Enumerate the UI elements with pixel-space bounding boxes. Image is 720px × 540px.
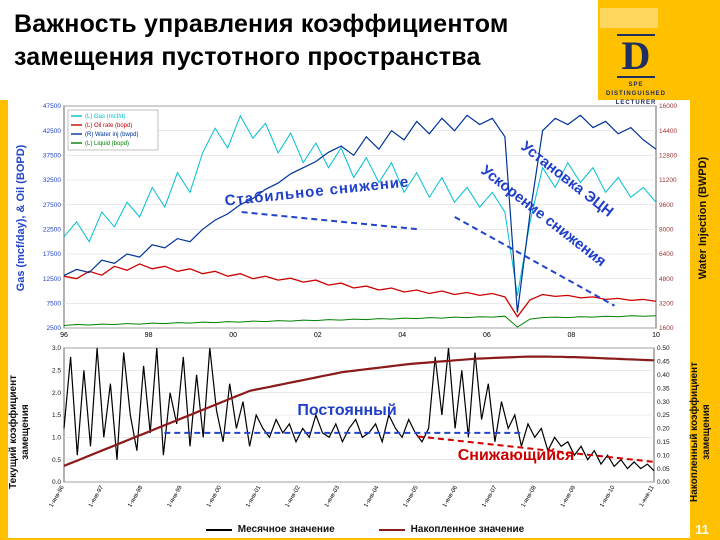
svg-text:22500: 22500 bbox=[43, 227, 61, 234]
spe-logo-caption: SPE DISTINGUISHED LECTURER bbox=[605, 82, 666, 106]
legend-monthly: Месячное значение bbox=[205, 524, 335, 535]
svg-text:11200: 11200 bbox=[659, 177, 677, 184]
top-chart-left-axis-label: Gas (mcf/day), & Oil (BOPD) bbox=[15, 144, 27, 292]
svg-text:00: 00 bbox=[229, 332, 237, 339]
svg-text:2.5: 2.5 bbox=[52, 368, 61, 375]
svg-text:0.40: 0.40 bbox=[657, 372, 670, 379]
svg-text:0.50: 0.50 bbox=[657, 345, 670, 352]
svg-text:1-янв-06: 1-янв-06 bbox=[442, 484, 459, 508]
svg-text:1-янв-03: 1-янв-03 bbox=[324, 484, 341, 508]
annotation-declining: Снижающийся bbox=[457, 447, 575, 464]
svg-text:02: 02 bbox=[314, 332, 322, 339]
svg-text:0.30: 0.30 bbox=[657, 399, 670, 406]
svg-text:1.0: 1.0 bbox=[52, 435, 61, 442]
svg-text:0.0: 0.0 bbox=[52, 479, 61, 486]
svg-text:7500: 7500 bbox=[47, 301, 62, 308]
svg-text:3.0: 3.0 bbox=[52, 345, 61, 352]
svg-text:0.10: 0.10 bbox=[657, 452, 670, 459]
svg-text:0.00: 0.00 bbox=[657, 479, 670, 486]
legend-cumulative: Накопленное значение bbox=[378, 524, 525, 535]
spe-logo-icon: D bbox=[616, 34, 656, 78]
svg-text:1-янв-97: 1-янв-97 bbox=[88, 484, 105, 508]
svg-text:37500: 37500 bbox=[43, 153, 61, 160]
svg-text:1-янв-99: 1-янв-99 bbox=[167, 484, 184, 508]
svg-text:0.15: 0.15 bbox=[657, 439, 670, 446]
top-chart-right-axis-label: Water Injection (BWPD) bbox=[697, 156, 709, 280]
svg-text:(L) Gas (mcf/d): (L) Gas (mcf/d) bbox=[85, 114, 125, 120]
monthly-line-icon bbox=[205, 528, 232, 531]
bottom-chart: 3.0 2.5 2.0 1.5 1.0 0.5 0.0 0.50 0.45 0.40 0.35 0.3… bbox=[49, 345, 670, 508]
svg-text:1-янв-09: 1-янв-09 bbox=[560, 484, 577, 508]
svg-text:12500: 12500 bbox=[43, 276, 61, 283]
svg-text:2.0: 2.0 bbox=[52, 390, 61, 397]
svg-text:27500: 27500 bbox=[43, 202, 61, 209]
svg-text:1-янв-07: 1-янв-07 bbox=[481, 484, 498, 508]
annotation-constant: Постоянный bbox=[297, 402, 397, 419]
svg-text:96: 96 bbox=[60, 332, 68, 339]
svg-text:10: 10 bbox=[652, 332, 660, 339]
svg-text:47500: 47500 bbox=[43, 103, 61, 110]
svg-text:2500: 2500 bbox=[47, 325, 62, 332]
svg-text:1600: 1600 bbox=[659, 325, 674, 332]
accent-box bbox=[600, 8, 658, 28]
svg-text:8000: 8000 bbox=[659, 227, 674, 234]
svg-text:06: 06 bbox=[483, 332, 491, 339]
top-chart: 47500 42500 37500 32500 27500 22500 17500 12500… bbox=[43, 103, 678, 339]
svg-text:1.5: 1.5 bbox=[52, 412, 61, 419]
title-block: Важность управления коэффициентом замеще… bbox=[0, 0, 598, 100]
svg-text:0.25: 0.25 bbox=[657, 412, 670, 419]
cumulative-line-icon bbox=[378, 528, 405, 531]
svg-text:1-янв-96: 1-янв-96 bbox=[49, 484, 66, 508]
svg-text:1-янв-10: 1-янв-10 bbox=[599, 484, 616, 508]
svg-text:1-янв-98: 1-янв-98 bbox=[127, 484, 144, 508]
svg-text:0.35: 0.35 bbox=[657, 385, 670, 392]
svg-text:16000: 16000 bbox=[659, 103, 677, 110]
bottom-chart-right-axis-label: Накопленный коэффициент замещения bbox=[689, 362, 712, 502]
svg-text:1-янв-04: 1-янв-04 bbox=[363, 484, 380, 508]
svg-text:08: 08 bbox=[568, 332, 576, 339]
svg-text:0.20: 0.20 bbox=[657, 426, 670, 433]
spe-logo: D SPE DISTINGUISHED LECTURER bbox=[599, 34, 673, 108]
svg-text:32500: 32500 bbox=[43, 177, 61, 184]
svg-text:(L) Oil rate (bopd): (L) Oil rate (bopd) bbox=[85, 123, 132, 129]
svg-text:17500: 17500 bbox=[43, 251, 61, 258]
svg-text:(L) Liquid (bopd): (L) Liquid (bopd) bbox=[85, 141, 129, 147]
svg-text:98: 98 bbox=[145, 332, 153, 339]
bottom-chart-left-axis-label: Текущий коэффициент замещения bbox=[8, 374, 31, 490]
svg-text:1-янв-02: 1-янв-02 bbox=[285, 484, 302, 508]
svg-text:0.45: 0.45 bbox=[657, 359, 670, 366]
svg-text:04: 04 bbox=[398, 332, 406, 339]
svg-text:14400: 14400 bbox=[659, 128, 677, 135]
svg-text:42500: 42500 bbox=[43, 128, 61, 135]
svg-text:0.5: 0.5 bbox=[52, 457, 61, 464]
svg-text:6400: 6400 bbox=[659, 251, 674, 258]
svg-text:0.05: 0.05 bbox=[657, 466, 670, 473]
svg-text:12800: 12800 bbox=[659, 153, 677, 160]
svg-text:1-янв-11: 1-янв-11 bbox=[639, 484, 656, 508]
svg-text:1-янв-05: 1-янв-05 bbox=[403, 484, 420, 508]
svg-text:3200: 3200 bbox=[659, 301, 674, 308]
svg-text:1-янв-00: 1-янв-00 bbox=[206, 484, 223, 508]
bottom-chart-legend: Месячное значение Накопленное значение bbox=[150, 522, 580, 537]
svg-text:1-янв-08: 1-янв-08 bbox=[521, 484, 538, 508]
svg-text:1-янв-01: 1-янв-01 bbox=[245, 484, 262, 508]
svg-text:(R) Water inj (bwpd): (R) Water inj (bwpd) bbox=[85, 132, 138, 138]
legend-cumulative-label: Накопленное значение bbox=[410, 524, 525, 535]
page-title: Важность управления коэффициентом замеще… bbox=[14, 10, 509, 71]
svg-text:9600: 9600 bbox=[659, 202, 674, 209]
svg-text:4800: 4800 bbox=[659, 276, 674, 283]
page-number: 11 bbox=[695, 522, 709, 537]
legend-monthly-label: Месячное значение bbox=[237, 524, 335, 535]
